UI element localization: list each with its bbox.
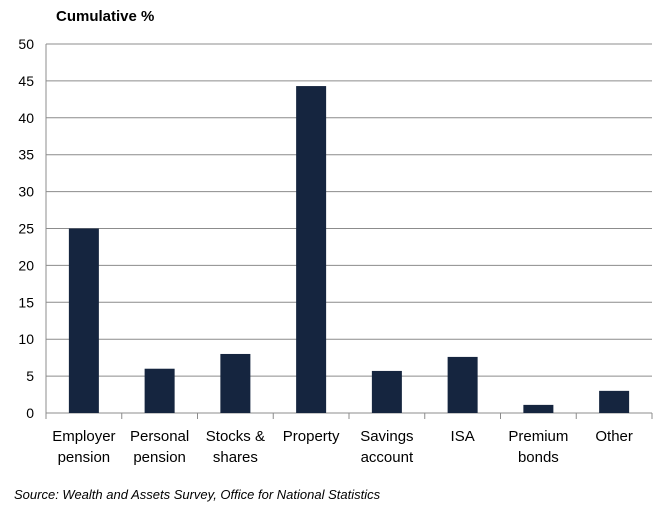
y-tick-label: 5 xyxy=(26,368,34,384)
x-tick-label: ISA xyxy=(451,428,475,445)
x-tick-label: Premium bonds xyxy=(508,428,568,466)
x-tick-label: Employer pension xyxy=(52,428,115,466)
x-tick-label: Savings account xyxy=(360,428,414,466)
bar xyxy=(371,370,402,413)
bar xyxy=(68,228,99,413)
y-tick-label: 45 xyxy=(18,73,34,89)
y-tick-label: 10 xyxy=(18,331,34,347)
bar xyxy=(220,353,251,413)
y-axis-title: Cumulative % xyxy=(56,8,155,25)
y-tick-label: 40 xyxy=(18,110,34,126)
y-tick-label: 15 xyxy=(18,294,34,310)
x-tick-label: Personal pension xyxy=(130,428,189,466)
x-tick-label: Property xyxy=(283,428,340,445)
bar xyxy=(296,86,327,413)
source-note: Source: Wealth and Assets Survey, Office… xyxy=(14,487,381,502)
bar xyxy=(144,368,175,413)
y-tick-label: 0 xyxy=(26,405,34,421)
y-tick-label: 35 xyxy=(18,147,34,163)
x-tick-label: Stocks & shares xyxy=(206,428,265,466)
bar xyxy=(447,356,478,413)
y-tick-label: 20 xyxy=(18,257,34,273)
y-tick-label: 50 xyxy=(18,36,34,52)
y-tick-label: 30 xyxy=(18,184,34,200)
bar xyxy=(523,404,554,413)
y-tick-label: 25 xyxy=(18,221,34,237)
x-tick-label: Other xyxy=(595,428,633,445)
bar xyxy=(599,390,630,413)
